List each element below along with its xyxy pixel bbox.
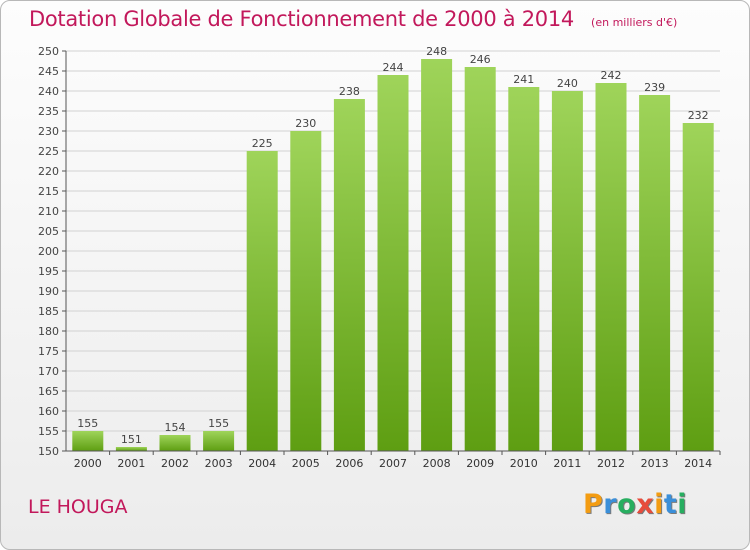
data-labels: 155 151 154 155 225 230 238 244 248 246 241 240 242 2… xyxy=(77,45,708,446)
y-tick-label: 160 xyxy=(38,405,59,418)
data-label: 155 xyxy=(77,417,98,430)
y-tick-label: 240 xyxy=(38,85,59,98)
y-tick-label: 250 xyxy=(38,45,59,58)
x-tick-label: 2011 xyxy=(553,457,581,470)
y-tick-label: 210 xyxy=(38,205,59,218)
y-tick-label: 170 xyxy=(38,365,59,378)
y-tick-label: 200 xyxy=(38,245,59,258)
y-tick-label: 205 xyxy=(38,225,59,238)
y-tick-label: 245 xyxy=(38,65,59,78)
logo-letter: x xyxy=(636,489,655,520)
bar-2010 xyxy=(508,87,540,451)
bar-2011 xyxy=(551,91,583,451)
bar-2002 xyxy=(159,435,191,451)
bar-2008 xyxy=(421,59,453,451)
logo-letter: r xyxy=(603,489,618,520)
x-tick-label: 2013 xyxy=(641,457,669,470)
y-tick-label: 225 xyxy=(38,145,59,158)
x-axis-ticks: 2000 2001 2002 2003 2004 2005 2006 2007 2008 2009… xyxy=(74,451,721,470)
data-label: 155 xyxy=(208,417,229,430)
y-tick-label: 190 xyxy=(38,285,59,298)
data-label: 240 xyxy=(557,77,578,90)
data-label: 242 xyxy=(601,69,622,82)
x-tick-label: 2010 xyxy=(510,457,538,470)
y-tick-label: 230 xyxy=(38,125,59,138)
x-tick-label: 2009 xyxy=(466,457,494,470)
chart-unit-label: (en milliers d'€) xyxy=(591,16,678,29)
data-label: 238 xyxy=(339,85,360,98)
x-tick-label: 2014 xyxy=(684,457,712,470)
data-label: 232 xyxy=(688,109,709,122)
data-label: 248 xyxy=(426,45,447,58)
y-tick-label: 150 xyxy=(38,445,59,458)
bar-2001 xyxy=(115,447,147,451)
data-label: 230 xyxy=(295,117,316,130)
logo-letter: t xyxy=(663,489,678,520)
y-tick-label: 180 xyxy=(38,325,59,338)
x-tick-label: 2004 xyxy=(248,457,276,470)
bar-2004 xyxy=(246,151,278,451)
chart-title-text: Dotation Globale de Fonctionnement de 20… xyxy=(29,7,574,31)
y-tick-label: 235 xyxy=(38,105,59,118)
data-label: 241 xyxy=(513,73,534,86)
y-tick-label: 175 xyxy=(38,345,59,358)
x-tick-label: 2007 xyxy=(379,457,407,470)
x-tick-label: 2005 xyxy=(292,457,320,470)
data-label: 244 xyxy=(383,61,404,74)
x-tick-label: 2001 xyxy=(117,457,145,470)
logo-letter: o xyxy=(617,489,637,520)
bar-2003 xyxy=(203,431,235,451)
bar-2007 xyxy=(377,75,409,451)
proxiti-logo: Proxiti xyxy=(583,489,687,520)
x-tick-label: 2002 xyxy=(161,457,189,470)
y-tick-label: 195 xyxy=(38,265,59,278)
data-label: 239 xyxy=(644,81,665,94)
chart-title: Dotation Globale de Fonctionnement de 20… xyxy=(29,7,677,31)
logo-letter: i xyxy=(654,489,664,520)
x-tick-label: 2008 xyxy=(423,457,451,470)
data-label: 225 xyxy=(252,137,273,150)
bar-2005 xyxy=(290,131,322,451)
bar-2012 xyxy=(595,83,627,451)
logo-letter: i xyxy=(677,489,688,520)
bar-2006 xyxy=(333,99,365,451)
x-tick-label: 2000 xyxy=(74,457,102,470)
bar-2000 xyxy=(72,431,104,451)
bars xyxy=(72,59,714,451)
bar-2014 xyxy=(682,123,714,451)
y-tick-label: 215 xyxy=(38,185,59,198)
bar-2009 xyxy=(464,67,496,451)
data-label: 151 xyxy=(121,433,142,446)
y-tick-label: 220 xyxy=(38,165,59,178)
commune-name: LE HOUGA xyxy=(28,496,128,518)
x-tick-label: 2003 xyxy=(205,457,233,470)
x-tick-label: 2006 xyxy=(335,457,363,470)
y-tick-label: 155 xyxy=(38,425,59,438)
y-tick-label: 185 xyxy=(38,305,59,318)
data-label: 154 xyxy=(165,421,186,434)
y-tick-label: 165 xyxy=(38,385,59,398)
y-axis-ticks: 150 155 160 165 170 175 180 185 190 195 200 205 210 2… xyxy=(38,45,66,458)
x-tick-label: 2012 xyxy=(597,457,625,470)
data-label: 246 xyxy=(470,53,491,66)
logo-letter: P xyxy=(583,489,604,520)
bar-2013 xyxy=(639,95,671,451)
